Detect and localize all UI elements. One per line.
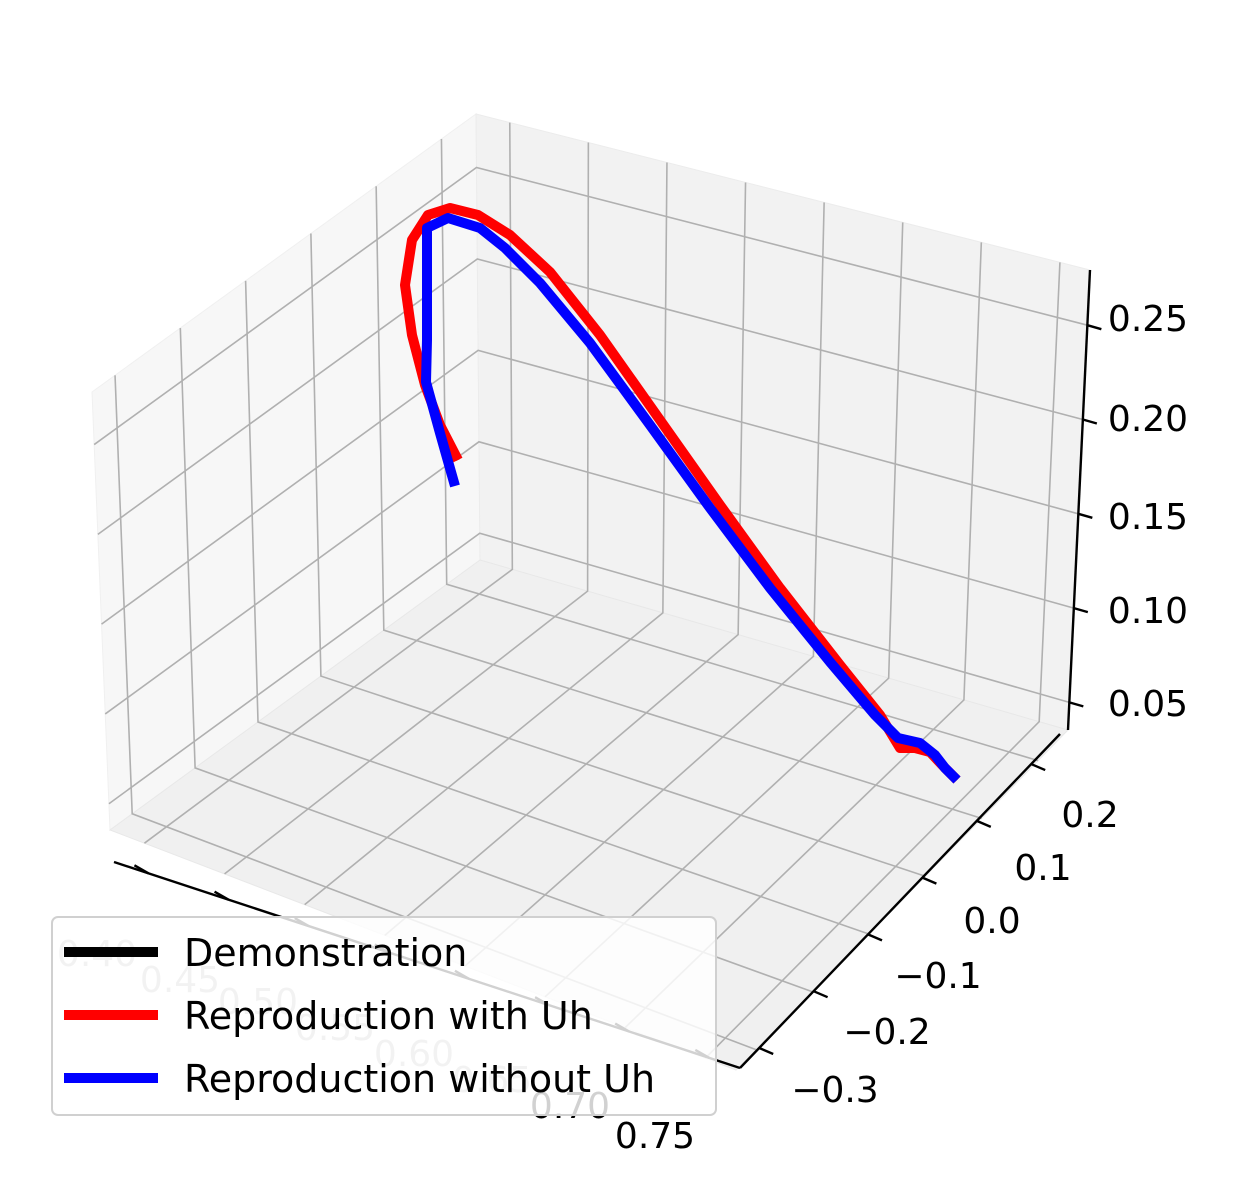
y-tick-mark <box>813 990 829 999</box>
x-tick-label: 0.75 <box>615 1116 695 1157</box>
y-tick-mark <box>1030 762 1046 772</box>
z-axis-line <box>1066 269 1092 731</box>
y-tick-label: 0.2 <box>1061 795 1118 836</box>
grid-line-z <box>104 440 1075 715</box>
x-tick-mark <box>133 864 150 875</box>
z-tick-label: 0.20 <box>1108 399 1188 440</box>
y-tick-mark <box>976 819 992 828</box>
grid-line-x <box>544 222 904 998</box>
z-tick-mark <box>1082 418 1098 425</box>
grid-line-z <box>108 532 1070 805</box>
axes-3d: 0.400.450.500.550.600.650.700.75−0.3−0.2… <box>57 113 1188 1157</box>
grid-line-x <box>384 182 747 936</box>
grid-line-x <box>624 242 983 1029</box>
legend-box <box>51 916 717 1116</box>
y-tick-label: 0.1 <box>1014 848 1071 889</box>
z-tick-mark <box>1068 701 1084 708</box>
grid-line-z <box>93 166 1088 446</box>
grid-line-x <box>304 162 668 906</box>
z-tick-mark <box>1078 512 1093 519</box>
y-tick-label: −0.2 <box>843 1012 930 1053</box>
series-lines <box>400 203 961 784</box>
grid-line-z <box>101 349 1079 625</box>
grid-lines <box>93 122 1088 1059</box>
grid-line-y <box>440 139 1039 762</box>
series-line-reproduction-with-uh <box>400 203 961 784</box>
grid-line-y <box>244 280 870 935</box>
z-tick-label: 0.25 <box>1108 299 1188 340</box>
z-tick-mark <box>1073 606 1089 614</box>
grid-line-z <box>97 258 1084 535</box>
x-tick-mark <box>213 890 230 901</box>
legend-label-reproduction-with-uh: Reproduction with Uh <box>184 994 593 1038</box>
grid-line-x <box>143 122 514 844</box>
y-tick-mark <box>758 1046 774 1056</box>
y-tick-label: −0.1 <box>894 956 981 997</box>
legend-entry-reproduction-with-uh: Reproduction with Uh <box>64 994 593 1038</box>
y-tick-mark <box>921 876 937 885</box>
y-tick-mark <box>867 933 883 942</box>
y-axis-line <box>739 733 1061 1069</box>
y-tick-label: −0.3 <box>791 1070 878 1111</box>
grid-line-x <box>224 142 590 875</box>
grid-line-y <box>310 233 926 877</box>
y-tick-label: 0.0 <box>963 901 1020 942</box>
legend-label-reproduction-without-uh: Reproduction without Uh <box>184 1057 655 1101</box>
z-tick-mark <box>1087 324 1102 331</box>
legend: Demonstration Reproduction with Uh Repro… <box>51 916 717 1116</box>
z-tick-label: 0.15 <box>1108 497 1188 538</box>
grid-line-y <box>375 186 982 820</box>
grid-line-x <box>464 202 825 967</box>
grid-line-x <box>704 262 1061 1059</box>
z-tick-label: 0.10 <box>1108 591 1188 632</box>
legend-entry-reproduction-without-uh: Reproduction without Uh <box>64 1057 655 1101</box>
series-line-reproduction-without-uh <box>421 213 961 784</box>
z-tick-label: 0.05 <box>1108 684 1188 725</box>
legend-entry-demonstration: Demonstration <box>64 931 467 975</box>
legend-label-demonstration: Demonstration <box>184 931 467 975</box>
